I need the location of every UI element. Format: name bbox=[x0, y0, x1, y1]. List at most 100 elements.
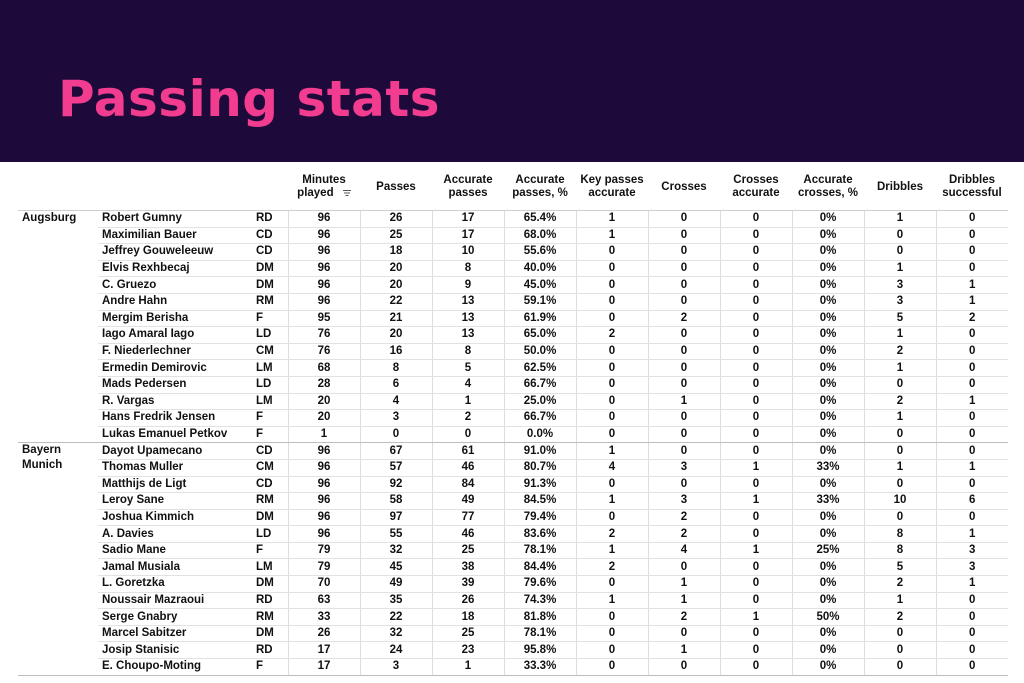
stat-cell: 0% bbox=[791, 326, 864, 344]
player-name-cell: F. Niederlechner bbox=[98, 343, 252, 361]
stat-cell: 61 bbox=[431, 442, 504, 460]
player-name-cell: C. Gruezo bbox=[98, 276, 252, 294]
column-header-key-passes-accurate[interactable]: Key passes accurate bbox=[576, 164, 648, 211]
stat-cell: 0 bbox=[647, 326, 720, 344]
stat-cell: 1 bbox=[575, 592, 648, 610]
table-row: Thomas Muller CM 96 57 46 80.7% 4 3 1 33% 1 1 bbox=[18, 459, 1008, 477]
sort-descending-icon[interactable] bbox=[342, 189, 351, 197]
stat-cell: 3 bbox=[935, 558, 1008, 577]
stat-cell: 1 bbox=[863, 326, 936, 344]
stat-cell: 0 bbox=[719, 293, 792, 311]
stat-cell: 81.8% bbox=[503, 608, 576, 626]
player-name-cell: Matthijs de Ligt bbox=[98, 476, 252, 494]
stat-cell: 68.0% bbox=[503, 227, 576, 245]
stat-cell: 79 bbox=[287, 542, 360, 560]
stat-cell: 1 bbox=[647, 393, 720, 411]
team-name-cell: Augsburg bbox=[18, 210, 98, 444]
stat-cell: 5 bbox=[863, 558, 936, 577]
stat-cell: 20 bbox=[287, 393, 360, 411]
stat-cell: 2 bbox=[863, 608, 936, 626]
stat-cell: 17 bbox=[287, 658, 360, 676]
player-position-cell: LM bbox=[252, 359, 288, 377]
stat-cell: 91.0% bbox=[503, 442, 576, 460]
player-position-cell: F bbox=[252, 409, 288, 427]
table-row: Andre Hahn RM 96 22 13 59.1% 0 0 0 0% 3 1 bbox=[18, 293, 1008, 311]
stat-cell: 1 bbox=[575, 227, 648, 245]
stat-cell: 8 bbox=[431, 343, 504, 361]
stat-cell: 61.9% bbox=[503, 310, 576, 328]
stat-cell: 2 bbox=[863, 343, 936, 361]
stat-cell: 1 bbox=[935, 276, 1008, 294]
player-position-cell: CD bbox=[252, 476, 288, 494]
stat-cell: 0 bbox=[935, 608, 1008, 626]
player-column-header bbox=[98, 164, 252, 211]
stat-cell: 74.3% bbox=[503, 592, 576, 610]
stat-cell: 4 bbox=[647, 542, 720, 560]
stat-cell: 0 bbox=[935, 592, 1008, 610]
stat-cell: 5 bbox=[431, 359, 504, 377]
stat-cell: 63 bbox=[287, 592, 360, 610]
column-header-crosses[interactable]: Crosses bbox=[648, 164, 720, 211]
stat-cell: 0 bbox=[719, 525, 792, 543]
column-header-crosses-accurate[interactable]: Crosses accurate bbox=[720, 164, 792, 211]
stat-cell: 0 bbox=[719, 592, 792, 610]
stat-cell: 1 bbox=[719, 608, 792, 626]
player-name-cell: Mads Pedersen bbox=[98, 376, 252, 394]
stat-cell: 0 bbox=[863, 243, 936, 261]
stat-cell: 0% bbox=[791, 442, 864, 460]
column-header-minutes-played[interactable]: Minutes played bbox=[288, 164, 360, 211]
stat-cell: 0 bbox=[575, 276, 648, 294]
player-name-cell: Josip Stanisic bbox=[98, 641, 252, 660]
stat-cell: 1 bbox=[647, 575, 720, 593]
stat-cell: 0 bbox=[719, 426, 792, 444]
stat-cell: 26 bbox=[359, 210, 432, 228]
stat-cell: 0% bbox=[791, 409, 864, 427]
stat-cell: 2 bbox=[575, 326, 648, 344]
stat-cell: 84.4% bbox=[503, 558, 576, 577]
stat-cell: 0 bbox=[575, 343, 648, 361]
stat-cell: 32 bbox=[359, 542, 432, 560]
stat-cell: 0 bbox=[863, 509, 936, 527]
stat-cell: 96 bbox=[287, 293, 360, 311]
stat-cell: 17 bbox=[431, 210, 504, 228]
player-name-cell: Hans Fredrik Jensen bbox=[98, 409, 252, 427]
stat-cell: 50% bbox=[791, 608, 864, 626]
stat-cell: 68 bbox=[287, 359, 360, 377]
stat-cell: 16 bbox=[359, 343, 432, 361]
team-column-header bbox=[18, 164, 98, 211]
stat-cell: 0 bbox=[647, 260, 720, 278]
stat-cell: 0 bbox=[719, 376, 792, 394]
stat-cell: 0 bbox=[647, 343, 720, 361]
column-header-accurate-passes-pct[interactable]: Accurate passes, % bbox=[504, 164, 576, 211]
stat-cell: 26 bbox=[287, 625, 360, 643]
stat-cell: 96 bbox=[287, 260, 360, 278]
stat-cell: 33 bbox=[287, 608, 360, 626]
table-row: Sadio Mane F 79 32 25 78.1% 1 4 1 25% 8 3 bbox=[18, 542, 1008, 560]
stat-cell: 0 bbox=[575, 409, 648, 427]
player-position-cell: F bbox=[252, 542, 288, 560]
column-header-accurate-crosses-pct[interactable]: Accurate crosses, % bbox=[792, 164, 864, 211]
stat-cell: 0 bbox=[575, 293, 648, 311]
stat-cell: 0 bbox=[863, 625, 936, 643]
column-header-dribbles[interactable]: Dribbles bbox=[864, 164, 936, 211]
stat-cell: 2 bbox=[647, 509, 720, 527]
stat-cell: 0 bbox=[719, 260, 792, 278]
stat-cell: 0 bbox=[935, 243, 1008, 261]
stat-cell: 1 bbox=[863, 359, 936, 377]
stat-cell: 1 bbox=[935, 293, 1008, 311]
column-header-dribbles-successful[interactable]: Dribbles successful bbox=[936, 164, 1008, 211]
stat-cell: 1 bbox=[935, 525, 1008, 543]
table-row: Augsburg Robert Gumny RD 96 26 17 65.4% 1 0 0 0% 1 0 bbox=[18, 210, 1008, 444]
stat-cell: 2 bbox=[647, 608, 720, 626]
stat-cell: 96 bbox=[287, 243, 360, 261]
column-header-accurate-passes[interactable]: Accurate passes bbox=[432, 164, 504, 211]
player-position-cell: LD bbox=[252, 525, 288, 543]
stat-cell: 1 bbox=[575, 442, 648, 460]
stat-cell: 0 bbox=[647, 359, 720, 377]
stat-cell: 79.4% bbox=[503, 509, 576, 527]
stat-cell: 0 bbox=[719, 227, 792, 245]
stat-cell: 0% bbox=[791, 625, 864, 643]
stat-cell: 45 bbox=[359, 558, 432, 577]
column-header-passes[interactable]: Passes bbox=[360, 164, 432, 211]
stat-cell: 0 bbox=[647, 558, 720, 577]
